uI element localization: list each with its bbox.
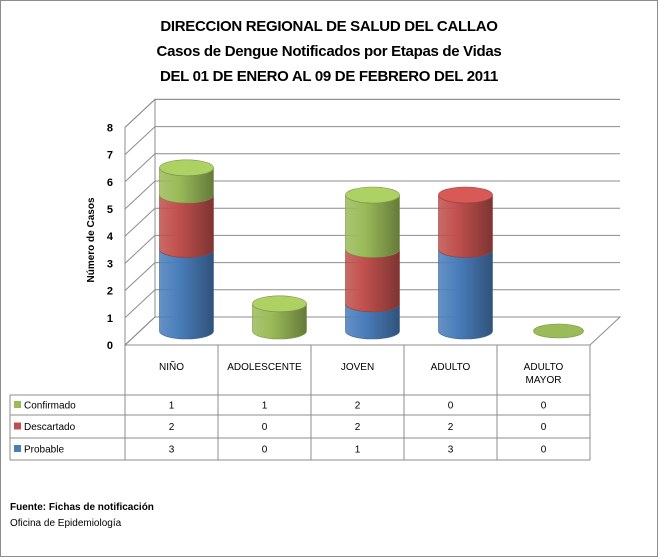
legend-label: Descartado — [24, 422, 76, 433]
x-tick-label: NIÑO — [159, 360, 184, 373]
gridline-side — [124, 126, 156, 155]
data-label: 0 — [262, 422, 268, 433]
bar-segment — [438, 194, 493, 258]
bar-stack — [345, 186, 400, 340]
x-tick-label: ADULTO — [431, 362, 471, 373]
data-table: NIÑO ADOLESCENTE JOVEN ADULTO ADULTO MAYOR Con… — [9, 345, 591, 461]
data-label: 2 — [169, 422, 175, 433]
bar-segment — [159, 194, 214, 258]
y-tick-label: 4 — [107, 231, 114, 243]
bar-segment — [345, 249, 400, 313]
y-tick-label: 7 — [107, 150, 113, 162]
data-label: 1 — [169, 401, 175, 412]
bar-segment — [438, 249, 493, 340]
bar-top — [252, 295, 307, 313]
gridline-side — [124, 207, 156, 237]
gridline-side — [124, 153, 156, 183]
legend-label: Probable — [24, 445, 64, 456]
source-office: Oficina de Epidemiología — [10, 518, 122, 529]
data-label: 2 — [448, 422, 454, 433]
y-axis-ticks: 0 1 2 3 4 5 6 7 8 — [107, 122, 114, 352]
bar-stack — [252, 295, 307, 340]
data-label: 0 — [541, 422, 547, 433]
bars — [159, 159, 584, 340]
data-label: 2 — [355, 401, 361, 412]
data-label: 0 — [448, 401, 454, 412]
x-tick-label: ADULTO — [524, 362, 564, 373]
y-tick-label: 2 — [107, 286, 113, 298]
y-tick-label: 1 — [107, 313, 113, 325]
y-tick-label: 8 — [107, 122, 113, 134]
chart-date-range: DEL 01 DE ENERO AL 09 DE FEBRERO DEL 201… — [159, 68, 499, 85]
data-label: 3 — [448, 445, 454, 456]
y-tick-label: 3 — [107, 258, 113, 270]
data-label: 1 — [262, 401, 268, 412]
legend-swatch — [14, 401, 21, 408]
x-tick-label: JOVEN — [341, 362, 374, 373]
chart-title: DIRECCION REGIONAL DE SALUD DEL CALLAO — [160, 18, 498, 35]
gridline-side — [124, 235, 156, 264]
x-tick-label: MAYOR — [526, 375, 562, 386]
gridline-side — [124, 316, 156, 346]
legend-swatch — [14, 422, 21, 430]
bar-top-empty — [533, 323, 584, 339]
y-tick-label: 0 — [107, 340, 113, 352]
bar-top — [438, 186, 493, 204]
bar-stack — [533, 323, 584, 339]
gridline-side — [124, 262, 156, 291]
data-label: 0 — [541, 445, 547, 456]
gridline-side — [124, 180, 156, 210]
data-label: 0 — [262, 445, 268, 456]
bar-segment — [159, 249, 214, 340]
bar-top — [345, 186, 400, 204]
bar-stack — [159, 159, 214, 340]
legend-label: Confirmado — [24, 401, 76, 412]
y-tick-label: 6 — [107, 177, 113, 189]
chart-subtitle: Casos de Dengue Notificados por Etapas d… — [156, 43, 502, 60]
y-tick-label: 5 — [107, 204, 113, 216]
legend-swatch — [14, 445, 21, 452]
bar-segment — [345, 194, 400, 258]
x-tick-label: ADOLESCENTE — [227, 362, 302, 373]
data-label: 1 — [355, 445, 361, 456]
source-label: Fuente: Fichas de notificación — [10, 502, 154, 513]
data-label: 3 — [169, 445, 175, 456]
bar-stack — [438, 186, 493, 340]
y-axis-label: Número de Casos — [86, 197, 97, 282]
data-label: 2 — [355, 422, 361, 433]
bar-top — [159, 159, 214, 177]
data-label: 0 — [541, 401, 547, 412]
gridline-side — [124, 289, 156, 319]
gridline-side — [124, 99, 156, 128]
